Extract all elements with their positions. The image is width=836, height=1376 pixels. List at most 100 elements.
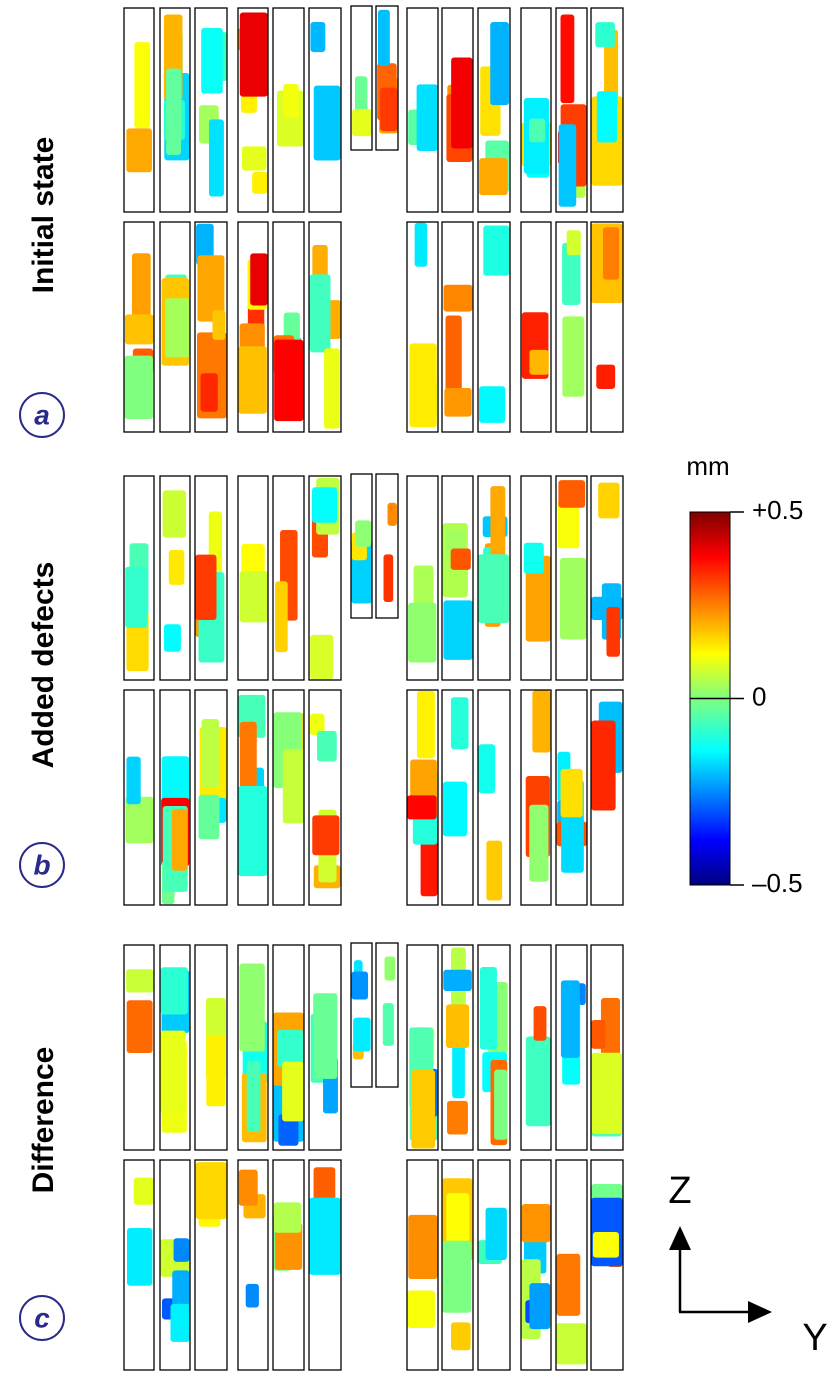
- surface-patch: [198, 794, 220, 840]
- surface-patch: [558, 124, 577, 207]
- surface-patch: [160, 1030, 186, 1114]
- surface-patch: [275, 581, 288, 653]
- strip-outline: [350, 942, 373, 1088]
- surface-patch: [602, 227, 620, 280]
- strip-outline: [477, 689, 511, 906]
- surface-patch: [532, 690, 551, 753]
- strip-outline: [272, 475, 305, 681]
- strip-outline: [477, 221, 511, 433]
- surface-patch: [414, 222, 428, 267]
- colorbar-unit: mm: [686, 451, 729, 481]
- surface-patch: [529, 1283, 551, 1330]
- strip-outline: [520, 7, 552, 213]
- surface-patch: [383, 554, 394, 602]
- panel-letter: b: [33, 849, 50, 880]
- surface-patch: [125, 796, 154, 844]
- surface-patch: [200, 373, 218, 412]
- strip-outline: [520, 1159, 552, 1371]
- surface-patch: [168, 549, 185, 585]
- surface-patch: [278, 1114, 299, 1146]
- surface-patch: [275, 1222, 303, 1270]
- surface-patch: [485, 1207, 507, 1261]
- surface-patch: [312, 815, 340, 856]
- surface-patch: [274, 339, 304, 422]
- strip-outline: [194, 475, 228, 681]
- surface-patch: [486, 840, 503, 901]
- surface-patch: [252, 171, 268, 194]
- surface-patch: [596, 364, 616, 389]
- surface-patch: [134, 42, 151, 129]
- strip-outline: [477, 1159, 511, 1371]
- strip-outline: [406, 475, 439, 681]
- surface-patch: [407, 1290, 435, 1328]
- surface-patch: [447, 1100, 468, 1135]
- strip-outline: [308, 475, 342, 681]
- surface-patch: [591, 720, 616, 811]
- strip-outline: [520, 475, 552, 681]
- strip-outline: [441, 221, 474, 433]
- panel-letter: c: [34, 1302, 50, 1333]
- surface-patch: [195, 1162, 227, 1220]
- surface-patch: [556, 1323, 587, 1365]
- colorbar-tick-label: 0: [752, 681, 766, 711]
- strip-outline: [375, 942, 399, 1088]
- surface-patch: [442, 1240, 472, 1313]
- strip-outline: [308, 944, 342, 1151]
- strip-outline: [350, 5, 373, 151]
- strip-outline: [123, 475, 155, 681]
- surface-patch: [416, 84, 438, 151]
- strip-outline: [477, 475, 511, 681]
- arrow-head: [748, 1301, 772, 1323]
- surface-patch: [126, 756, 141, 805]
- panel-letter: a: [34, 399, 50, 430]
- strip-outline: [123, 689, 155, 906]
- strip-outline: [555, 7, 588, 213]
- surface-patch: [490, 486, 506, 574]
- strip-outline: [406, 1159, 439, 1371]
- surface-patch: [172, 1270, 190, 1309]
- surface-patch: [479, 966, 497, 1050]
- surface-patch: [409, 343, 437, 428]
- surface-patch: [413, 565, 434, 606]
- strip-outline: [123, 7, 155, 213]
- strip-outline: [520, 944, 552, 1151]
- surface-patch: [560, 980, 580, 1058]
- surface-patch: [443, 284, 473, 312]
- surface-patch: [310, 713, 325, 736]
- letter-circle: [19, 842, 65, 888]
- surface-patch: [450, 548, 471, 570]
- surface-patch: [442, 781, 468, 837]
- surface-patch: [523, 542, 544, 574]
- surface-patch: [208, 119, 224, 197]
- surface-patch: [387, 502, 397, 526]
- surface-patch: [282, 749, 304, 824]
- strip-outline: [237, 689, 269, 906]
- strip-outline: [406, 944, 439, 1151]
- strip-outline: [590, 689, 624, 906]
- strip-outline: [590, 1159, 624, 1371]
- strip-outline: [555, 475, 588, 681]
- surface-patch: [317, 730, 337, 762]
- strip-outline: [441, 7, 474, 213]
- surface-patch: [591, 1020, 606, 1049]
- surface-patch: [451, 57, 473, 149]
- surface-patch: [560, 768, 583, 818]
- surface-patch: [416, 690, 435, 759]
- surface-patch: [446, 1193, 470, 1243]
- colorbar-tick-label: +0.5: [752, 495, 803, 525]
- strip-outline: [308, 1159, 342, 1371]
- strip-outline: [194, 221, 228, 433]
- axis-label: Y: [802, 1317, 827, 1359]
- strip-outline: [375, 5, 399, 151]
- surface-patch: [382, 1003, 394, 1046]
- surface-patch: [126, 1000, 153, 1054]
- surface-patch: [529, 804, 549, 882]
- surface-patch: [238, 1169, 258, 1206]
- surface-patch: [353, 1017, 371, 1052]
- surface-patch: [444, 388, 472, 417]
- surface-patch: [246, 1060, 261, 1132]
- surface-patch: [165, 298, 190, 358]
- strip-outline: [590, 221, 624, 433]
- strip-outline: [237, 1159, 269, 1371]
- surface-patch: [351, 971, 369, 1000]
